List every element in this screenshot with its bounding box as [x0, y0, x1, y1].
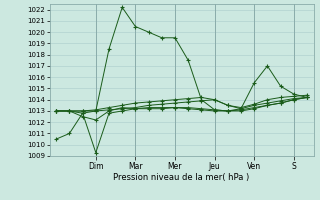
X-axis label: Pression niveau de la mer( hPa ): Pression niveau de la mer( hPa )	[114, 173, 250, 182]
